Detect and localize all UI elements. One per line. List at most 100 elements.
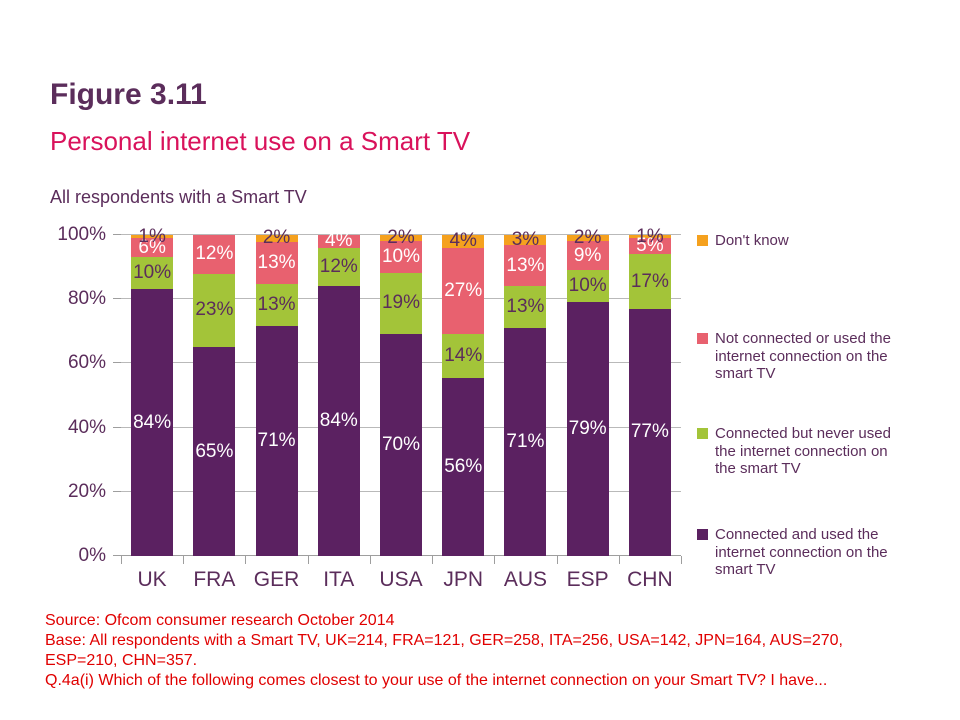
- bar-slot-esp: 79% 10% 9% 2%: [557, 227, 619, 556]
- bar-segment: 2%: [255, 227, 298, 248]
- segment-label: 71%: [257, 429, 296, 451]
- bar-uk: 84% 10% 6% 1%: [131, 226, 174, 556]
- segment-label: 10%: [381, 246, 420, 268]
- segment-label: 4%: [325, 230, 353, 252]
- bar-segment: 79%: [566, 302, 609, 556]
- bar-segment: 12%: [193, 235, 236, 274]
- plot-area: 0% 20% 40% 60% 80% 100% 84% 10% 6% 1% UK 65% 23% 12% F…: [57, 224, 682, 591]
- y-axis-label: 20%: [67, 480, 106, 502]
- bar-slot-aus: 71% 13% 13% 3%: [494, 229, 556, 556]
- segment-label: 84%: [133, 411, 172, 433]
- bar-segment: 70%: [379, 333, 422, 556]
- y-axis-tick: [113, 490, 121, 492]
- bar-segment: 4%: [317, 230, 360, 251]
- segment-label: 13%: [506, 296, 545, 318]
- bar-segment: 9%: [566, 241, 609, 271]
- bar-segment: 13%: [255, 241, 298, 284]
- y-axis-tick: [113, 426, 121, 428]
- bar-segment: 84%: [317, 286, 360, 556]
- x-axis-tick: [556, 556, 558, 564]
- bar-segment: 10%: [379, 241, 422, 274]
- segment-label: 27%: [444, 279, 483, 301]
- y-axis-label: 80%: [67, 288, 106, 310]
- segment-label: 14%: [444, 344, 483, 366]
- bar-segment: 77%: [628, 308, 671, 556]
- bar-ger: 71% 13% 13% 2%: [255, 227, 298, 556]
- figure-label: Figure 3.11: [50, 78, 207, 111]
- bar-slot-uk: 84% 10% 6% 1%: [121, 226, 183, 556]
- x-axis-tick: [432, 556, 434, 564]
- segment-label: 5%: [636, 235, 664, 257]
- bar-slot-fra: 65% 23% 12%: [183, 235, 245, 556]
- bar-segment: 65%: [193, 347, 236, 556]
- bar-segment: 1%: [131, 226, 174, 247]
- legend-swatch-icon: [697, 529, 708, 540]
- bar-slot-ger: 71% 13% 13% 2%: [245, 227, 307, 556]
- segment-label: 2%: [573, 227, 602, 249]
- segment-label: 12%: [319, 256, 358, 278]
- x-axis-tick: [307, 556, 309, 564]
- bar-slot-chn: 77% 17% 5% 1%: [619, 226, 681, 556]
- bar-segment: 1%: [628, 226, 671, 247]
- legend-item: Connected and used the internet connecti…: [697, 526, 912, 579]
- y-axis-label: 100%: [57, 224, 106, 245]
- segment-label: 13%: [257, 251, 296, 273]
- y-axis-label: 40%: [67, 416, 106, 438]
- legend-label: Not connected or used the internet conne…: [715, 330, 891, 382]
- bar-segment: 23%: [193, 273, 236, 348]
- x-axis-tick: [369, 556, 371, 564]
- segment-label: 3%: [511, 228, 540, 250]
- base-line-1: Base: All respondents with a Smart TV, U…: [45, 632, 843, 649]
- legend-item: Not connected or used the internet conne…: [697, 330, 912, 383]
- bar-slot-jpn: 56% 14% 27% 4%: [432, 230, 494, 556]
- bar-segment: 17%: [628, 254, 671, 309]
- x-axis-label-jpn: JPN: [443, 568, 484, 591]
- y-axis-tick: [113, 555, 121, 556]
- legend-item: Connected but never used the internet co…: [697, 425, 912, 478]
- bar-segment: 19%: [379, 273, 422, 334]
- segment-label: 13%: [257, 293, 296, 315]
- y-axis-label: 0%: [78, 545, 106, 566]
- x-axis-tick: [245, 556, 247, 564]
- legend: Don't know Not connected or used the inte…: [697, 232, 947, 602]
- bar-segment: 13%: [255, 283, 298, 326]
- legend-label: Connected and used the internet connecti…: [715, 526, 888, 578]
- x-axis-tick: [681, 556, 682, 564]
- segment-label: 1%: [636, 225, 664, 247]
- x-axis-label-usa: USA: [379, 568, 423, 591]
- x-axis-tick: [121, 556, 122, 564]
- bar-segment: 13%: [504, 244, 547, 287]
- segment-label: 2%: [387, 227, 415, 249]
- x-axis-tick: [183, 556, 185, 564]
- segment-label: 9%: [573, 244, 602, 266]
- segment-label: 10%: [133, 262, 172, 284]
- bar-segment: 3%: [504, 229, 547, 250]
- segment-label: 56%: [444, 456, 483, 478]
- x-axis-label-fra: FRA: [193, 568, 236, 591]
- bar-segment: 5%: [628, 235, 671, 257]
- x-axis-label-chn: CHN: [627, 568, 673, 591]
- question-line: Q.4a(i) Which of the following comes clo…: [45, 672, 828, 689]
- segment-label: 2%: [262, 227, 291, 249]
- source-line: Source: Ofcom consumer research October …: [45, 612, 395, 629]
- bar-segment: 13%: [504, 286, 547, 329]
- bar-segment: 4%: [442, 230, 485, 251]
- x-axis-label-uk: UK: [137, 568, 167, 591]
- bar-segment: 27%: [442, 247, 485, 334]
- segment-label: 10%: [568, 275, 607, 297]
- y-axis-label: 60%: [67, 352, 106, 374]
- x-axis-label-ita: ITA: [323, 568, 355, 591]
- bar-segment: 10%: [566, 270, 609, 303]
- bar-segment: 71%: [504, 328, 547, 556]
- y-axis-tick: [113, 234, 121, 235]
- segment-label: 84%: [319, 410, 358, 432]
- bar-segment: 2%: [379, 227, 422, 248]
- segment-label: 19%: [381, 292, 420, 314]
- segment-label: 23%: [195, 299, 234, 321]
- bar-segment: 14%: [442, 333, 485, 379]
- bar-segment: 71%: [255, 325, 298, 556]
- bar-segment: 6%: [131, 237, 174, 258]
- gridline: [121, 234, 681, 235]
- segment-label: 4%: [449, 230, 477, 252]
